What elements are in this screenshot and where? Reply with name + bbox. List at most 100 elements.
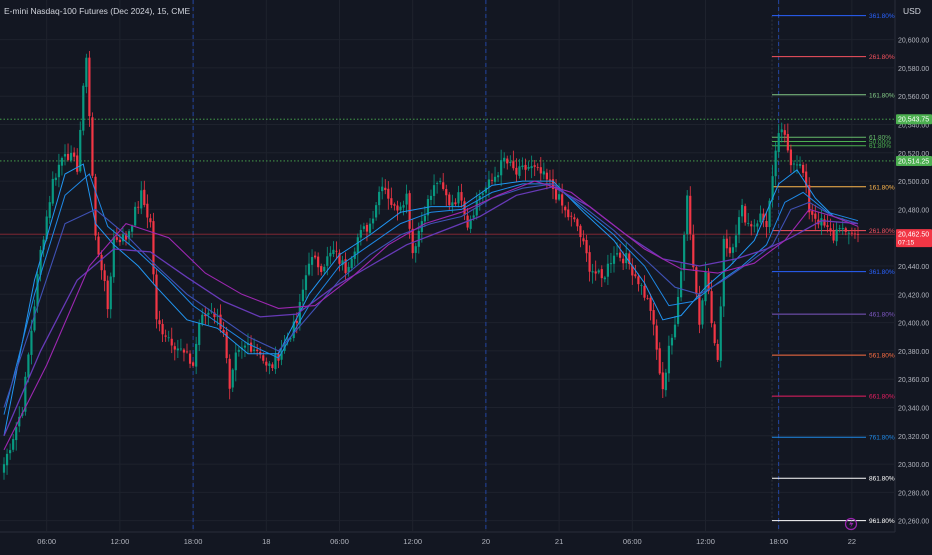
candle[interactable] [643,275,646,301]
candle[interactable] [676,287,680,327]
candle[interactable] [805,163,808,194]
candle[interactable] [789,144,792,173]
candle[interactable] [393,202,396,211]
candle[interactable] [631,258,634,285]
candle[interactable] [591,263,594,284]
candle[interactable] [664,368,667,397]
candle[interactable] [445,184,448,207]
candle[interactable] [140,181,143,215]
candle[interactable] [320,263,323,276]
candle[interactable] [652,303,655,336]
candle[interactable] [198,319,201,352]
candle[interactable] [509,155,512,167]
candle[interactable] [658,342,661,376]
candle[interactable] [204,306,207,325]
candle[interactable] [414,242,417,263]
candle[interactable] [524,158,527,181]
candle[interactable] [405,184,408,214]
time-axis[interactable]: 06:00 12:00 18:00 18 06:00 12:00 20 21 06:00 12:0… [37,537,856,546]
candle[interactable] [573,213,576,223]
candle[interactable] [731,243,735,264]
candle[interactable] [737,210,741,244]
candle[interactable] [188,350,192,369]
candle[interactable] [5,448,9,475]
candle[interactable] [469,215,472,233]
candle[interactable] [79,121,82,173]
candle[interactable] [561,183,564,214]
candle[interactable] [667,335,670,382]
candle[interactable] [158,310,161,332]
candle[interactable] [673,316,677,340]
candle[interactable] [307,252,311,277]
candle[interactable] [234,342,237,382]
candle[interactable] [402,200,405,216]
candle[interactable] [579,224,582,248]
candle[interactable] [48,195,51,224]
candle[interactable] [317,252,320,276]
candle[interactable] [384,179,387,195]
candle[interactable] [362,222,365,232]
candle[interactable] [225,326,228,364]
candle[interactable] [835,222,838,246]
candle[interactable] [670,334,674,355]
candle[interactable] [329,246,332,265]
candle[interactable] [713,321,716,346]
candle[interactable] [786,123,789,153]
candle[interactable] [728,236,731,258]
candle[interactable] [399,202,402,214]
candle[interactable] [146,194,149,229]
candle[interactable] [332,241,335,258]
candle[interactable] [734,224,738,252]
candle[interactable] [655,319,658,360]
candle[interactable] [582,230,585,245]
candle[interactable] [323,264,326,274]
candle[interactable] [725,229,728,257]
candle[interactable] [774,142,777,186]
candle[interactable] [121,225,125,245]
candle[interactable] [503,152,506,169]
candle[interactable] [454,198,457,207]
candle[interactable] [838,224,841,233]
candle[interactable] [847,231,850,245]
candle[interactable] [612,246,616,273]
candle[interactable] [515,158,518,182]
candle[interactable] [518,158,521,179]
candle[interactable] [310,249,314,276]
candle[interactable] [490,173,494,185]
candle[interactable] [689,186,692,241]
candle[interactable] [134,202,137,228]
candle[interactable] [487,170,491,198]
candle[interactable] [378,186,381,215]
candle[interactable] [131,224,134,238]
candle[interactable] [268,360,271,375]
candle[interactable] [771,165,774,208]
candle[interactable] [570,212,573,227]
candle[interactable] [701,298,704,329]
candle[interactable] [365,222,369,242]
candle[interactable] [686,190,689,241]
candle[interactable] [826,215,829,233]
candle[interactable] [744,203,747,226]
candle[interactable] [594,260,597,281]
candle[interactable] [185,343,189,354]
candle[interactable] [100,250,103,280]
candle[interactable] [161,319,164,342]
candle[interactable] [60,156,64,176]
candle[interactable] [850,227,853,237]
candle[interactable] [692,224,695,272]
candle[interactable] [493,166,497,186]
candle[interactable] [741,198,744,223]
candle[interactable] [341,255,344,271]
candle[interactable] [475,192,478,220]
candle[interactable] [137,201,140,214]
candle[interactable] [780,122,783,143]
candle[interactable] [231,368,234,393]
currency-label[interactable]: USD [903,6,921,16]
candle[interactable] [716,339,719,362]
candle[interactable] [338,249,341,272]
candle[interactable] [640,283,643,295]
candle[interactable] [182,348,186,362]
candle[interactable] [292,313,295,342]
candle[interactable] [219,304,222,333]
